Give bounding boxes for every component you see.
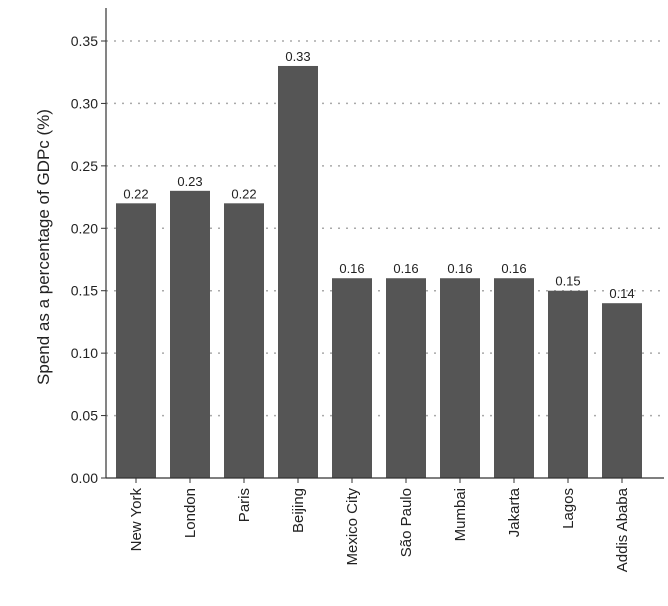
x-category-label: Beijing: [290, 488, 307, 533]
x-category-label: Mumbai: [452, 488, 469, 541]
y-tick-label: 0.15: [71, 283, 98, 299]
bar: [548, 290, 588, 478]
y-tick-label: 0.30: [71, 95, 98, 111]
x-category-label: Mexico City: [344, 488, 361, 566]
bar: [278, 65, 318, 478]
bar: [440, 278, 480, 478]
bar-value-label: 0.16: [339, 261, 364, 276]
bar: [494, 278, 534, 478]
bar-value-label: 0.22: [123, 186, 148, 201]
y-tick-label: 0.35: [71, 33, 98, 49]
bar-value-label: 0.23: [177, 174, 202, 189]
bar-value-label: 0.16: [447, 261, 472, 276]
bar-value-label: 0.16: [501, 261, 526, 276]
bar: [116, 203, 156, 479]
bar-value-label: 0.16: [393, 261, 418, 276]
x-category-label: Jakarta: [506, 487, 523, 537]
y-tick-label: 0.00: [71, 470, 98, 486]
y-tick-label: 0.20: [71, 220, 98, 236]
bar: [170, 190, 210, 479]
y-ticks: 0.00 0.05 0.10 0.15 0.20 0.25 0.30 0.35: [71, 33, 106, 486]
y-tick-label: 0.10: [71, 345, 98, 361]
bar-value-label: 0.15: [555, 274, 580, 289]
bar-value-label: 0.33: [285, 49, 310, 64]
data-labels: 0.22 0.23 0.22 0.33 0.16 0.16 0.16 0.16 0.15 0.14: [123, 49, 634, 301]
x-category-label: Addis Ababa: [614, 487, 631, 572]
y-tick-label: 0.25: [71, 158, 98, 174]
axes: [105, 8, 664, 479]
x-category-label: New York: [128, 488, 145, 552]
bars: [116, 65, 642, 479]
bar: [386, 278, 426, 478]
y-tick-label: 0.05: [71, 408, 98, 424]
bar-value-label: 0.22: [231, 186, 256, 201]
bar: [602, 303, 642, 478]
bar: [224, 203, 264, 479]
x-category-label: Paris: [236, 488, 253, 522]
bar-value-label: 0.14: [609, 286, 634, 301]
x-category-labels: New York London Paris Beijing Mexico City São…: [128, 478, 631, 572]
bar: [332, 278, 372, 478]
x-category-label: London: [182, 488, 199, 538]
x-category-label: São Paulo: [398, 488, 415, 557]
y-axis-title: Spend as a percentage of GDPc (%): [34, 109, 53, 385]
x-category-label: Lagos: [560, 488, 577, 529]
